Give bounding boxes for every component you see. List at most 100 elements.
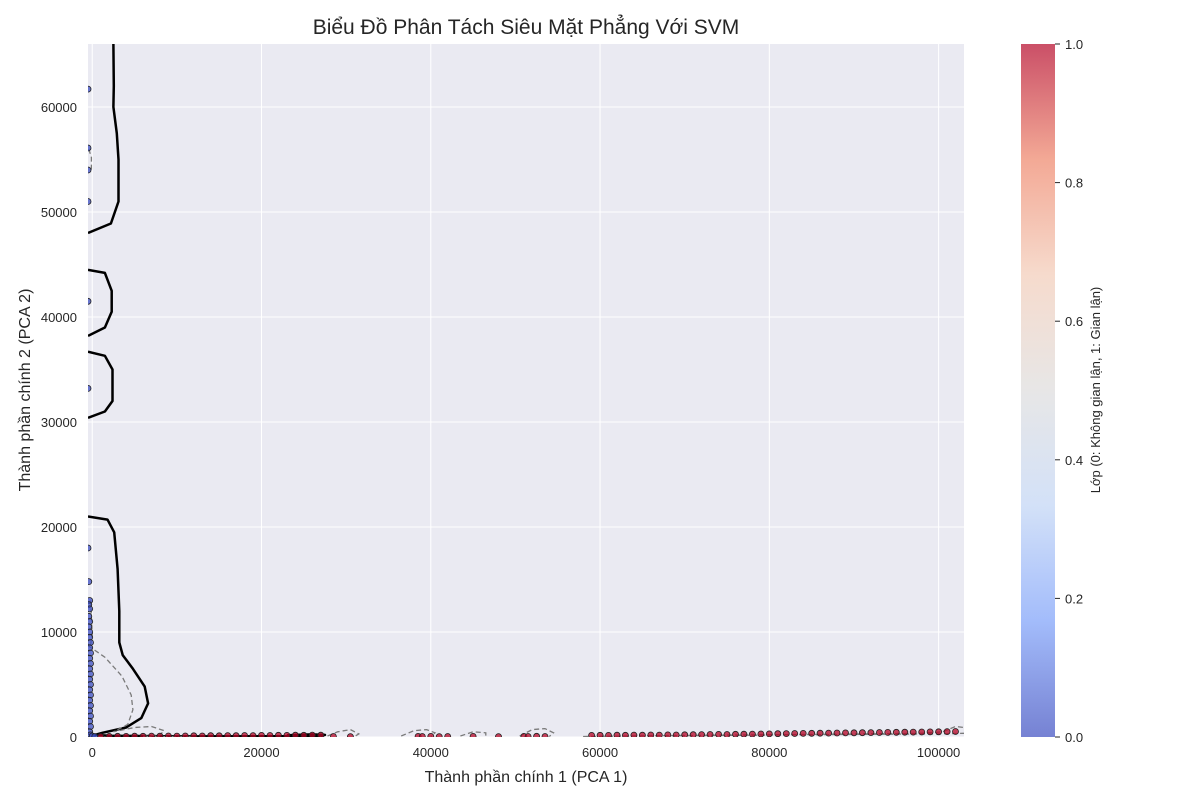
colorbar-tick-label-2: 0.4 [1065, 453, 1083, 468]
point-class-1-79 [918, 728, 926, 736]
point-class-1-68 [825, 729, 832, 737]
x-tick-label-4: 80000 [751, 745, 787, 760]
point-class-1-53 [698, 731, 705, 737]
point-class-1-40 [588, 732, 595, 737]
x-tick-label-5: 100000 [917, 745, 960, 760]
x-tick-label-2: 40000 [413, 745, 449, 760]
margin-segment-4 [400, 728, 437, 737]
point-class-1-64 [791, 730, 799, 737]
point-class-1-15 [224, 732, 232, 737]
margin-segment-3 [327, 728, 361, 737]
point-class-1-28 [347, 733, 354, 737]
point-class-1-58 [740, 730, 748, 737]
point-class-1-75 [884, 729, 892, 736]
y-axis-label: Thành phần chính 2 (PCA 2) [17, 289, 34, 492]
point-class-1-25 [308, 731, 316, 737]
point-class-1-33 [444, 733, 452, 737]
point-class-1-66 [808, 729, 816, 737]
decision-boundary-segment-0 [88, 44, 120, 235]
point-class-0-10 [88, 605, 94, 613]
point-class-1-12 [198, 732, 206, 737]
point-class-1-19 [258, 732, 265, 737]
point-class-1-10 [181, 732, 189, 737]
point-class-1-55 [715, 731, 722, 737]
data-points [88, 85, 959, 737]
point-class-1-41 [596, 731, 604, 737]
point-class-1-17 [241, 732, 248, 737]
point-class-1-18 [249, 732, 257, 737]
point-class-1-67 [816, 729, 824, 737]
point-class-1-56 [723, 731, 731, 737]
point-class-1-13 [207, 732, 215, 737]
x-tick-label-3: 60000 [582, 745, 618, 760]
point-class-1-46 [639, 731, 646, 737]
point-class-1-47 [647, 731, 655, 737]
margin-segment-0 [88, 148, 93, 170]
point-class-1-70 [842, 729, 849, 737]
point-class-1-6 [148, 732, 155, 737]
margin-segment-6 [519, 727, 555, 737]
point-class-1-42 [605, 732, 612, 737]
y-tick-label-5: 50000 [41, 205, 77, 220]
margin-segment-5 [460, 731, 487, 737]
point-class-1-71 [850, 729, 858, 737]
colorbar-tick-label-4: 0.8 [1065, 176, 1083, 191]
point-class-1-81 [935, 728, 942, 736]
colorbar-tick-label-3: 0.6 [1065, 314, 1083, 329]
colorbar-tick-label-1: 0.2 [1065, 591, 1083, 606]
point-class-1-34 [469, 733, 477, 737]
y-tick-label-4: 40000 [41, 310, 77, 325]
point-class-1-83 [952, 728, 959, 735]
y-tick-label-1: 10000 [41, 625, 77, 640]
point-class-1-37 [524, 733, 532, 737]
point-class-1-21 [275, 731, 282, 737]
point-class-1-22 [283, 732, 291, 737]
point-class-1-62 [774, 730, 782, 737]
point-class-1-5 [139, 732, 147, 737]
y-tick-label-6: 60000 [41, 100, 77, 115]
point-class-1-49 [664, 731, 672, 737]
point-class-1-7 [156, 732, 164, 737]
point-class-1-80 [926, 728, 934, 736]
point-class-1-45 [630, 731, 638, 737]
point-class-1-8 [165, 732, 172, 737]
point-class-1-3 [122, 733, 130, 737]
point-class-1-48 [655, 731, 663, 737]
point-class-1-44 [622, 731, 629, 737]
point-class-1-59 [749, 730, 756, 737]
point-class-1-78 [909, 728, 917, 736]
point-class-1-35 [495, 733, 502, 737]
point-class-1-60 [757, 730, 765, 737]
point-class-0-1 [88, 144, 92, 152]
point-class-0-4 [88, 297, 92, 305]
point-class-1-2 [114, 732, 121, 737]
decision-boundary-segment-1 [88, 268, 113, 338]
point-class-1-63 [782, 730, 790, 737]
point-class-1-52 [689, 731, 697, 737]
point-class-0-2 [88, 166, 92, 174]
point-class-1-23 [292, 731, 299, 737]
point-class-1-57 [732, 730, 739, 737]
y-tick-label-2: 20000 [41, 520, 77, 535]
decision-boundary-segment-2 [88, 350, 114, 419]
point-class-1-1 [105, 733, 113, 737]
point-class-1-61 [765, 730, 773, 737]
point-class-0-6 [88, 544, 92, 552]
point-class-1-73 [867, 729, 875, 736]
point-class-1-16 [232, 732, 240, 737]
point-class-1-82 [943, 728, 951, 735]
point-class-0-0 [88, 85, 92, 93]
point-class-1-11 [190, 732, 198, 737]
point-class-1-51 [681, 731, 689, 737]
x-tick-label-1: 20000 [243, 745, 279, 760]
point-class-1-24 [300, 731, 308, 737]
y-tick-label-0: 0 [70, 730, 77, 745]
point-class-0-7 [88, 578, 93, 585]
point-class-1-54 [706, 731, 714, 737]
point-class-1-77 [901, 728, 909, 736]
chart-title: Biểu Đồ Phân Tách Siêu Mặt Phẳng Với SVM [313, 15, 740, 39]
point-class-1-30 [418, 733, 426, 737]
point-class-1-72 [859, 729, 866, 737]
x-tick-label-0: 0 [89, 745, 96, 760]
